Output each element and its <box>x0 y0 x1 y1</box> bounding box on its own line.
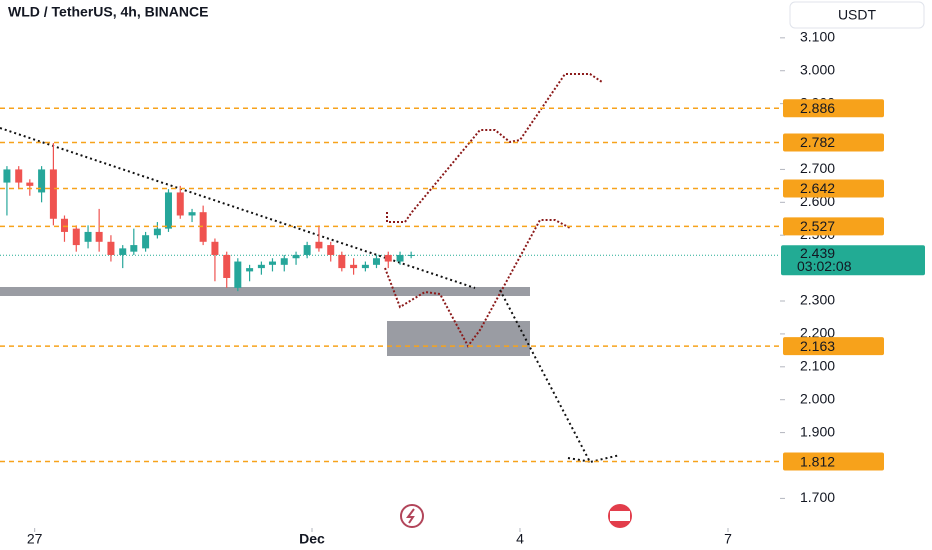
y-tick-label: 2.200 <box>800 325 835 341</box>
level-badge <box>783 179 884 198</box>
drawings <box>0 73 621 464</box>
y-tick-label: 3.000 <box>800 61 835 77</box>
currency-button[interactable] <box>789 1 925 29</box>
candle-body <box>396 254 404 262</box>
candle-body <box>49 169 57 219</box>
level-badge <box>783 337 884 356</box>
candle-body <box>211 241 219 255</box>
candle-body <box>246 268 254 272</box>
level-label: 2.782 <box>800 134 835 150</box>
candle-body <box>199 212 207 242</box>
candle-body <box>72 228 80 246</box>
chart-title: WLD / TetherUS, 4h, BINANCE <box>8 4 208 20</box>
candle-body <box>119 248 127 255</box>
trendline <box>0 127 476 289</box>
y-tick-label: 2.000 <box>800 390 835 406</box>
level-label: 1.812 <box>800 453 835 469</box>
zone-box <box>387 321 530 356</box>
x-tick-label: Dec <box>299 531 325 547</box>
candle-body <box>38 169 46 193</box>
last-price-label: 2.439 <box>800 245 835 261</box>
x-tick-label: 7 <box>724 531 732 547</box>
candle-body <box>26 182 34 186</box>
projection-path <box>499 289 621 464</box>
event-icons <box>400 504 632 528</box>
level-label: 2.163 <box>800 338 835 354</box>
level-badge <box>783 217 884 236</box>
candle-body <box>280 258 288 265</box>
countdown-label: 03:02:08 <box>797 258 852 274</box>
candle-body <box>292 254 300 259</box>
candle-body <box>315 241 323 249</box>
event-icon-glyph <box>406 508 415 524</box>
x-tick-label: 4 <box>516 531 524 547</box>
candle-body <box>95 231 103 242</box>
event-icon-glyph <box>610 511 630 521</box>
y-tick-label: 3.100 <box>800 29 835 45</box>
candle-body <box>84 231 92 242</box>
currency-label[interactable]: USDT <box>838 7 877 23</box>
candle-body <box>176 192 184 216</box>
last-price-badge <box>781 245 925 276</box>
candle-body <box>3 169 11 183</box>
y-tick-label: 2.700 <box>800 160 835 176</box>
level-label: 2.886 <box>800 100 835 116</box>
candle-body <box>107 241 115 255</box>
candle-body <box>372 258 380 265</box>
candle-body <box>303 245 311 255</box>
candle-body <box>164 192 172 229</box>
y-tick-label: 2.300 <box>800 292 835 308</box>
candle-body <box>338 254 346 269</box>
candle-body <box>60 218 68 232</box>
y-tick-label: 1.700 <box>800 489 835 505</box>
projection-path <box>386 73 603 223</box>
candle-body <box>188 212 196 216</box>
candle-body <box>153 228 161 236</box>
candle-body <box>15 169 23 183</box>
x-tick-label: 27 <box>27 531 43 547</box>
candle-body <box>142 235 150 249</box>
level-badge <box>783 452 884 471</box>
candle-body <box>350 264 358 269</box>
level-label: 2.642 <box>800 180 835 196</box>
candle-body <box>327 245 335 255</box>
y-tick-label: 1.900 <box>800 423 835 439</box>
y-tick-label: 2.100 <box>800 358 835 374</box>
candle-body <box>384 254 392 262</box>
candle-body <box>268 261 276 265</box>
candle-body <box>361 264 369 269</box>
level-badge <box>783 133 884 152</box>
level-badge <box>783 99 884 118</box>
candle-body <box>407 254 415 256</box>
level-label: 2.527 <box>800 218 835 234</box>
candle-body <box>130 245 138 252</box>
candle-body <box>257 264 265 269</box>
zone-band <box>0 287 530 296</box>
candle-body <box>234 261 242 288</box>
candle-body <box>223 254 231 278</box>
